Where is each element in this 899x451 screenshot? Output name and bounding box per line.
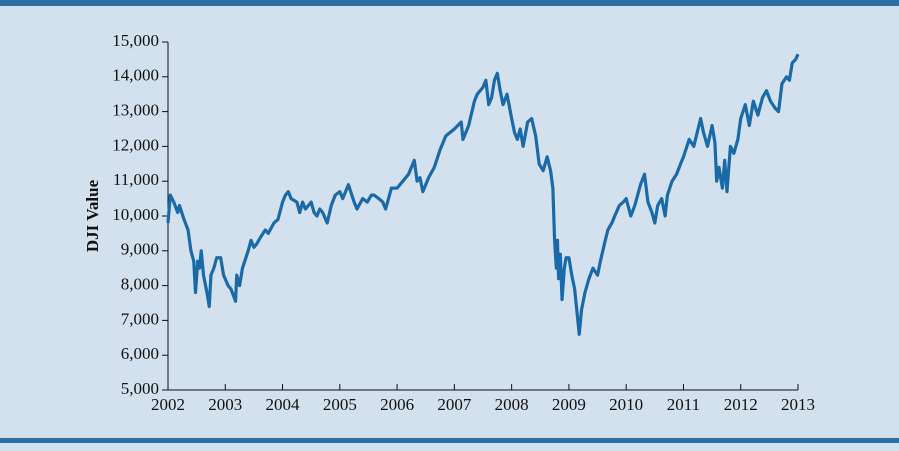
y-tick-label: 11,000 <box>113 170 159 189</box>
y-tick-label: 6,000 <box>121 344 159 363</box>
x-tick-label: 2006 <box>380 395 414 414</box>
y-tick-label: 7,000 <box>121 309 159 328</box>
y-tick-label: 15,000 <box>112 31 159 50</box>
x-tick-label: 2009 <box>552 395 586 414</box>
y-axis-label: DJI Value <box>83 179 102 252</box>
x-tick-label: 2002 <box>151 395 185 414</box>
y-tick-label: 8,000 <box>121 275 159 294</box>
y-tick-label: 13,000 <box>112 101 159 120</box>
x-tick-label: 2013 <box>781 395 815 414</box>
x-tick-label: 2008 <box>495 395 529 414</box>
data-line <box>166 53 800 336</box>
bottom-band <box>0 438 899 443</box>
y-tick-label: 12,000 <box>112 135 159 154</box>
y-tick-label: 10,000 <box>112 205 159 224</box>
x-tick-label: 2004 <box>266 395 301 414</box>
y-tick-label: 14,000 <box>112 66 159 85</box>
x-tick-label: 2012 <box>724 395 758 414</box>
x-tick-label: 2010 <box>609 395 643 414</box>
x-tick-label: 2007 <box>437 395 472 414</box>
x-tick-label: 2003 <box>208 395 242 414</box>
x-tick-label: 2005 <box>323 395 357 414</box>
y-tick-label: 5,000 <box>121 379 159 398</box>
x-tick-label: 2011 <box>667 395 700 414</box>
top-band <box>0 0 899 6</box>
y-tick-label: 9,000 <box>121 240 159 259</box>
